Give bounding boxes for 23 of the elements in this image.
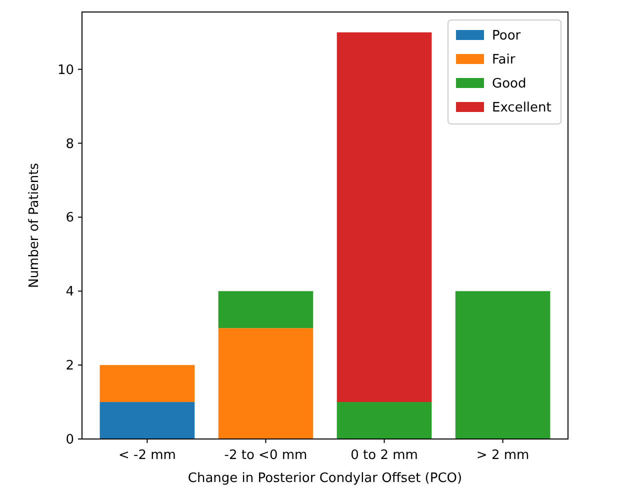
legend-label: Poor <box>492 28 522 44</box>
bar <box>455 291 550 439</box>
x-tick-label: -2 to <0 mm <box>224 448 308 463</box>
legend-label: Fair <box>492 52 516 68</box>
bar <box>100 402 195 439</box>
bar <box>100 365 195 402</box>
bar <box>336 402 432 439</box>
y-tick-label: 0 <box>66 432 74 448</box>
y-axis-title: Number of Patients <box>27 162 42 288</box>
legend-label: Good <box>492 76 526 92</box>
x-axis-title: Change in Posterior Condylar Offset (PCO) <box>188 471 462 486</box>
x-tick-label: 0 to 2 mm <box>350 448 418 463</box>
bar <box>218 328 314 439</box>
x-tick-label: < -2 mm <box>118 448 176 463</box>
x-tick-label: > 2 mm <box>476 448 530 463</box>
bar <box>336 32 432 402</box>
y-tick-label: 6 <box>66 210 74 226</box>
y-tick-label: 10 <box>57 62 74 78</box>
legend-label: Excellent <box>492 100 552 116</box>
bar <box>218 291 314 328</box>
y-tick-label: 4 <box>66 284 74 300</box>
y-tick-label: 2 <box>66 358 74 374</box>
y-tick-label: 8 <box>66 136 74 152</box>
